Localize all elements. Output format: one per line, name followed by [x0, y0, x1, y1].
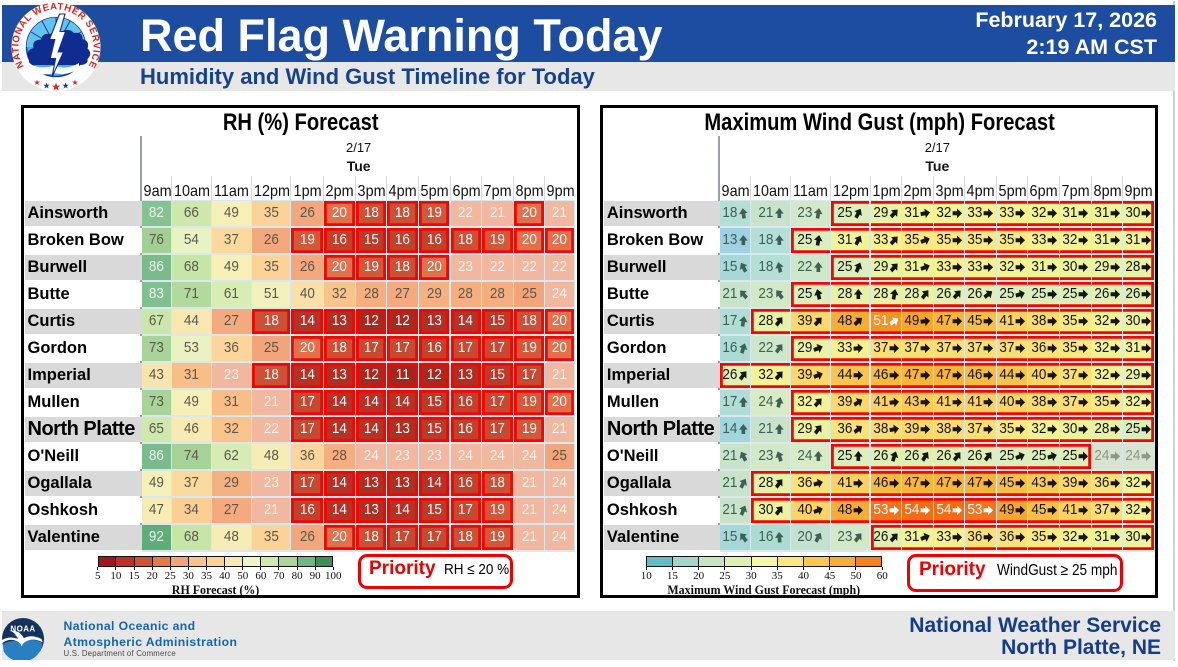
svg-text:★: ★ [43, 81, 51, 91]
svg-text:★: ★ [51, 82, 61, 94]
svg-text:★: ★ [62, 81, 70, 91]
svg-text:★: ★ [34, 78, 41, 87]
svg-text:NOAA: NOAA [11, 624, 36, 633]
svg-text:★: ★ [72, 78, 79, 87]
